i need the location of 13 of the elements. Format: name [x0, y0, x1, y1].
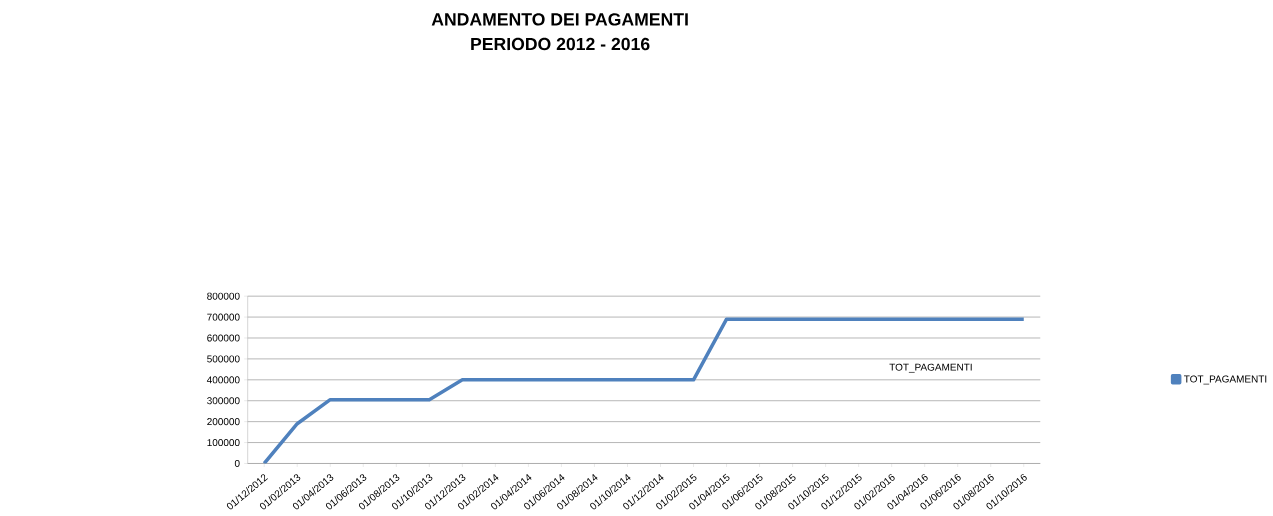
y-tick-label: 200000: [207, 418, 240, 426]
y-tick-label: 0: [234, 459, 240, 467]
y-tick-label: 600000: [207, 334, 240, 342]
y-tick-label: 800000: [207, 292, 240, 300]
annotation: TOT_PAGAMENTI: [889, 363, 972, 373]
y-tick-label: 100000: [207, 439, 240, 447]
y-tick-label: 500000: [207, 355, 240, 363]
chart-title: ANDAMENTO DEI PAGAMENTI: [431, 13, 688, 26]
y-tick-label: 300000: [207, 397, 240, 405]
chart-subtitle: PERIODO 2012 - 2016: [471, 37, 650, 51]
y-tick-label: 700000: [207, 313, 240, 321]
legend-label: TOT_PAGAMENTI: [1183, 375, 1267, 385]
y-tick-label: 400000: [206, 376, 240, 384]
